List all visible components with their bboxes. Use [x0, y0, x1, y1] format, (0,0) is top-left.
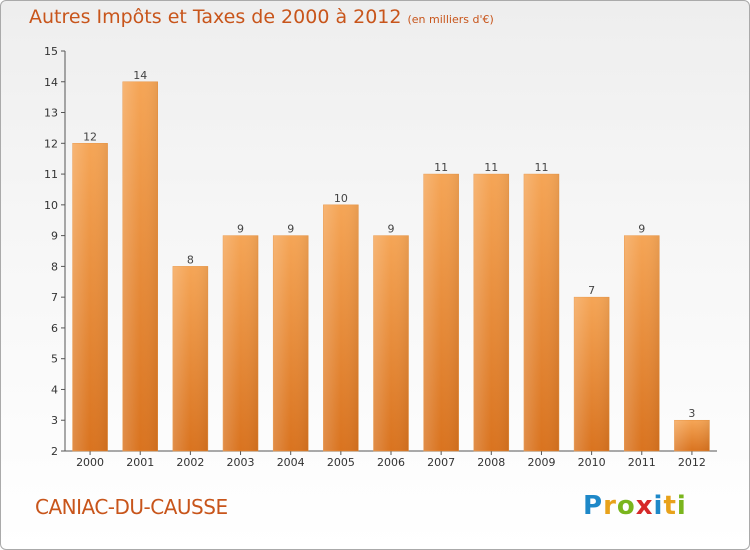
chart-title-unit: (en milliers d'€): [407, 13, 494, 26]
logo-letter: o: [616, 491, 636, 521]
data-label: 3: [688, 407, 695, 420]
bar-shade: [624, 235, 660, 451]
data-label: 11: [434, 161, 448, 174]
logo-letter: P: [583, 491, 604, 521]
bar-shade: [674, 420, 710, 451]
data-label: 11: [484, 161, 498, 174]
data-label: 11: [534, 161, 548, 174]
y-tick-label: 11: [44, 168, 58, 181]
y-tick-label: 3: [51, 414, 58, 427]
bar-shade: [223, 235, 259, 451]
bar-shade: [122, 81, 158, 452]
data-label: 14: [133, 69, 147, 82]
bar-shade: [423, 174, 459, 452]
x-tick-label: 2004: [277, 456, 305, 469]
y-tick-label: 13: [44, 107, 58, 120]
bar-shade: [574, 297, 610, 451]
logo-letter: x: [635, 491, 654, 521]
data-label: 8: [187, 253, 194, 266]
x-tick-label: 2000: [76, 456, 104, 469]
data-label: 9: [237, 223, 244, 236]
y-tick-label: 14: [44, 76, 58, 89]
bars: [72, 81, 710, 452]
x-tick-label: 2012: [678, 456, 706, 469]
value-labels: 12 14 8 9 9 10 9 11 11 11 7 9 3: [83, 69, 695, 420]
y-tick-label: 5: [51, 353, 58, 366]
bar-shade: [172, 266, 208, 451]
y-tick-label: 15: [44, 45, 58, 58]
bar-shade: [473, 174, 509, 452]
data-label: 9: [638, 223, 645, 236]
logo-letter: r: [603, 491, 617, 521]
logo-letter: t: [663, 491, 677, 521]
bar-shade: [72, 143, 108, 452]
y-tick-label: 6: [51, 322, 58, 335]
y-tick-label: 9: [51, 230, 58, 243]
y-tick-label: 2: [51, 445, 58, 458]
proxiti-logo: Proxiti: [583, 491, 687, 521]
x-tick-label: 2005: [327, 456, 355, 469]
data-label: 9: [388, 223, 395, 236]
chart-title: Autres Impôts et Taxes de 2000 à 2012 (en…: [29, 6, 494, 28]
commune-name: CANIAC-DU-CAUSSE: [35, 495, 228, 519]
y-tick-label: 10: [44, 199, 58, 212]
data-label: 7: [588, 284, 595, 297]
data-label: 10: [334, 192, 348, 205]
bar-shade: [373, 235, 409, 451]
x-tick-label: 2011: [628, 456, 656, 469]
y-tick-label: 12: [44, 137, 58, 150]
bar-shade: [323, 204, 359, 451]
y-tick-label: 8: [51, 260, 58, 273]
x-tick-label: 2002: [176, 456, 204, 469]
y-tick-label: 7: [51, 291, 58, 304]
logo-letter: i: [653, 491, 664, 521]
data-label: 9: [287, 223, 294, 236]
y-tick-label: 4: [51, 383, 58, 396]
bar-shade: [273, 235, 309, 451]
data-label: 12: [83, 130, 97, 143]
x-tick-label: 2009: [527, 456, 555, 469]
chart-title-text: Autres Impôts et Taxes de 2000 à 2012: [29, 6, 402, 28]
logo-letter: i: [676, 491, 687, 521]
bar-shade: [523, 174, 559, 452]
x-tick-label: 2003: [227, 456, 255, 469]
x-tick-label: 2007: [427, 456, 455, 469]
x-tick-label: 2006: [377, 456, 405, 469]
x-tick-label: 2010: [578, 456, 606, 469]
x-tick-label: 2008: [477, 456, 505, 469]
x-tick-label: 2001: [126, 456, 154, 469]
